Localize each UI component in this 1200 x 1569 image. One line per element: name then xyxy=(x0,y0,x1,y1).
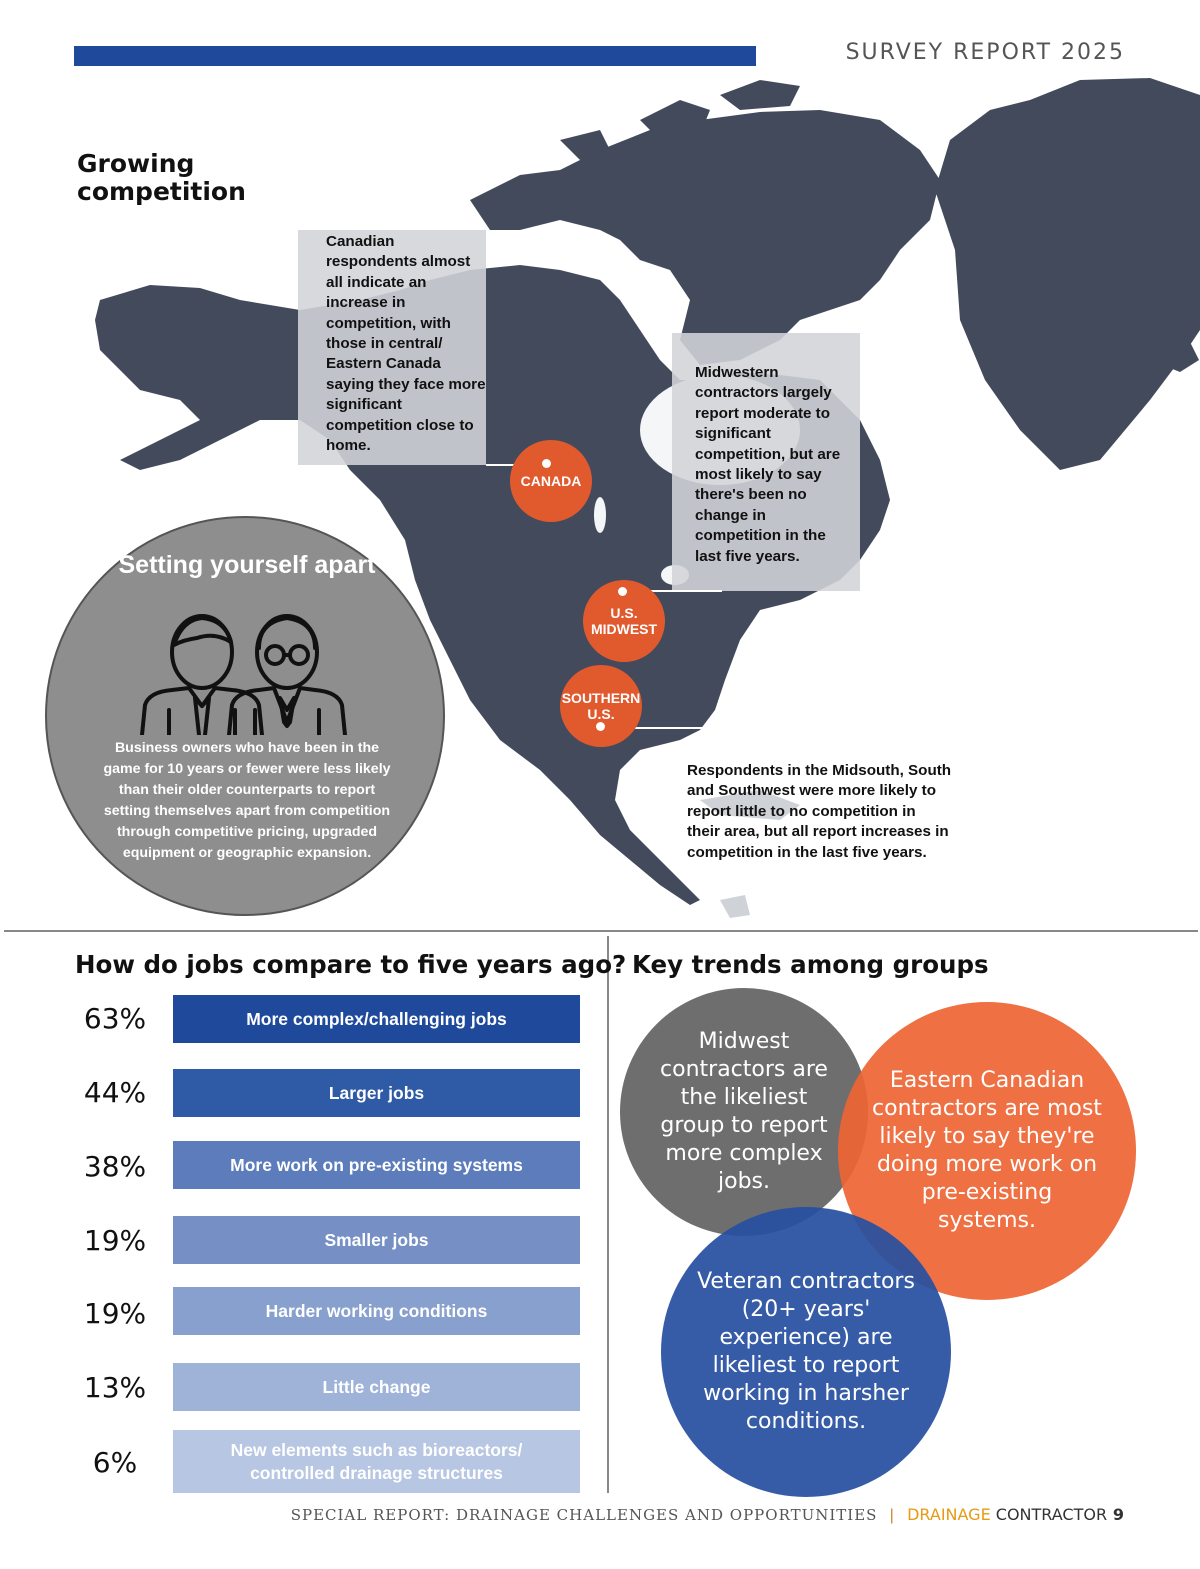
footer-separator: | xyxy=(889,1506,896,1524)
header-accent-bar xyxy=(74,46,756,66)
jobs-row-label: More complex/challenging jobs xyxy=(246,1008,507,1029)
jobs-row-bar: Smaller jobs xyxy=(173,1216,580,1264)
region-southern-label-2: U.S. xyxy=(587,706,615,722)
region-southern-us: SOUTHERN U.S. xyxy=(560,665,642,747)
jobs-row-bar: More complex/challenging jobs xyxy=(173,995,580,1043)
business-people-icon xyxy=(140,614,347,735)
setting-apart-title: Setting yourself apart xyxy=(118,551,376,579)
jobs-row-label: Little change xyxy=(322,1376,431,1397)
south-leader-line xyxy=(600,727,720,729)
key-trends-title: Key trends among groups xyxy=(632,950,989,979)
jobs-row-pct: 38% xyxy=(83,1150,147,1183)
jobs-row-bar: More work on pre-existing systems xyxy=(173,1141,580,1189)
jobs-row-label: Larger jobs xyxy=(328,1082,425,1103)
jobs-row-bar: Larger jobs xyxy=(173,1069,580,1117)
report-label: SURVEY REPORT 2025 xyxy=(845,40,1125,65)
jobs-row-label: Harder working conditions xyxy=(265,1300,488,1321)
region-canada-dot xyxy=(542,459,551,468)
region-southern-dot xyxy=(596,722,605,731)
section-divider-vertical xyxy=(607,936,609,1493)
jobs-row-label: More work on pre-existing systems xyxy=(230,1154,523,1175)
footer-brand-drainage: DRAINAGE xyxy=(907,1505,991,1524)
region-southern-label-1: SOUTHERN xyxy=(561,690,641,706)
midwest-callout-text: Midwestern contractors largely report mo… xyxy=(695,364,841,565)
trend-midwest-text: Midwest contractors are the likeliest gr… xyxy=(660,1029,828,1194)
page-footer: SPECIAL REPORT: DRAINAGE CHALLENGES AND … xyxy=(291,1505,1125,1524)
canada-callout-text: Canadian respondents almost all indicate… xyxy=(326,233,486,455)
region-midwest-label-1: U.S. xyxy=(610,605,638,621)
jobs-row-pct: 19% xyxy=(83,1224,147,1257)
setting-apart-text: Business owners who have been in the gam… xyxy=(103,740,391,861)
trend-veteran-text: Veteran contractors (20+ years' experien… xyxy=(697,1269,915,1434)
region-canada: CANADA xyxy=(510,440,592,522)
region-midwest-label-2: MIDWEST xyxy=(590,621,658,637)
jobs-row-pct: 63% xyxy=(83,1002,147,1035)
footer-page-number: 9 xyxy=(1112,1505,1125,1524)
region-midwest-dot xyxy=(618,587,627,596)
jobs-row-label: Smaller jobs xyxy=(324,1229,429,1250)
jobs-row-bar: New elements such as bioreactors/ contro… xyxy=(173,1430,580,1493)
jobs-row-pct: 6% xyxy=(92,1446,138,1479)
canada-callout-box xyxy=(298,230,486,465)
trend-bubble-veteran: Veteran contractors (20+ years' experien… xyxy=(661,1207,951,1497)
region-canada-label: CANADA xyxy=(520,473,582,489)
trend-bubble-midwest: Midwest contractors are the likeliest gr… xyxy=(620,988,868,1236)
jobs-row-pct: 13% xyxy=(83,1371,147,1404)
jobs-row-pct: 19% xyxy=(83,1297,147,1330)
trend-eastern-text: Eastern Canadian contractors are most li… xyxy=(872,1068,1102,1233)
midwest-callout-box xyxy=(672,333,860,591)
jobs-row-label: New elements such as bioreactors/ contro… xyxy=(230,1439,523,1483)
jobs-row-pct: 44% xyxy=(83,1076,147,1109)
south-callout-text: Respondents in the Midsouth, South and S… xyxy=(687,762,952,861)
midwest-leader-line xyxy=(622,590,722,592)
section-divider-horizontal xyxy=(4,930,1198,932)
map-section-title: Growing competition xyxy=(77,149,246,206)
jobs-row-bar: Harder working conditions xyxy=(173,1287,580,1335)
setting-apart-circle: Setting yourself apart Business owners w… xyxy=(45,516,445,916)
jobs-comparison-title: How do jobs compare to five years ago? xyxy=(75,950,627,979)
footer-brand-contractor: CONTRACTOR xyxy=(990,1505,1108,1524)
footer-special-report: SPECIAL REPORT: DRAINAGE CHALLENGES AND … xyxy=(290,1506,878,1524)
jobs-row-bar: Little change xyxy=(173,1363,580,1411)
